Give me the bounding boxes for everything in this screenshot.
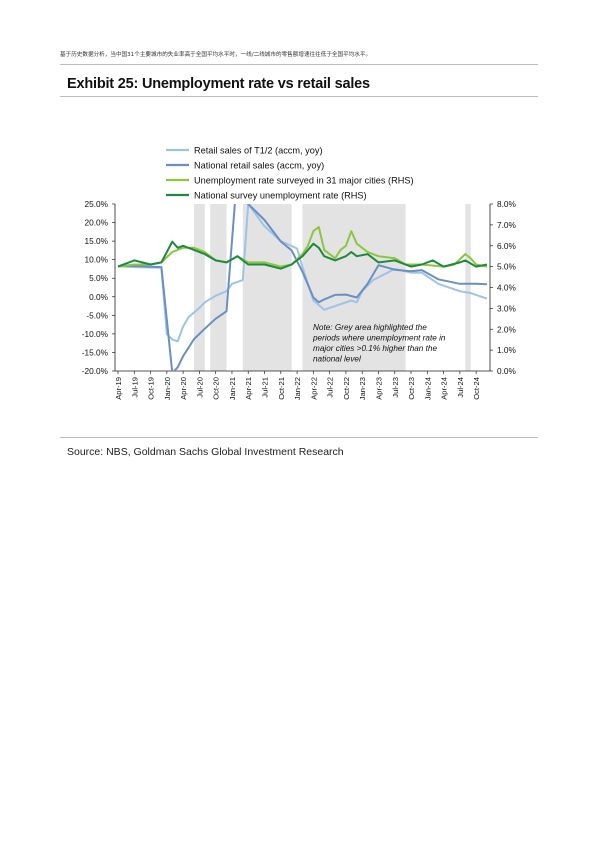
left-tick-label: 20.0% [84,218,108,228]
x-tick-label: Jul-24 [456,377,465,398]
x-tick-label: Oct-20 [212,377,221,400]
chart-lines [117,204,488,371]
title-divider [60,96,538,97]
left-tick-label: 10.0% [84,255,108,265]
source-divider [60,437,538,438]
series-line-0 [117,204,488,343]
x-tick-label: Jul-21 [261,377,270,398]
right-tick-label: 3.0% [497,303,517,313]
x-tick-label: Apr-19 [114,377,123,400]
x-tick-label: Jan-23 [358,377,367,400]
x-tick-label: Jul-23 [391,377,400,398]
right-tick-label: 5.0% [497,262,517,272]
right-tick-label: 8.0% [497,199,517,209]
x-tick-label: Apr-23 [374,377,383,400]
x-tick-label: Jul-19 [130,377,139,398]
right-tick-label: 1.0% [497,345,517,355]
left-tick-label: -10.0% [82,329,109,339]
x-tick-label: Oct-19 [147,377,156,400]
exhibit-title: Exhibit 25: Unemployment rate vs retail … [67,76,370,92]
legend-label-3: National survey unemployment rate (RHS) [194,190,367,200]
x-tick-label: Apr-20 [179,377,188,400]
x-tick-label: Jan-20 [163,377,172,400]
right-tick-label: 2.0% [497,324,517,334]
x-tick-label: Jan-24 [423,377,432,400]
x-tick-label: Oct-21 [277,377,286,400]
header-divider [60,64,538,65]
source-text: Source: NBS, Goldman Sachs Global Invest… [67,446,344,458]
right-tick-label: 4.0% [497,283,517,293]
left-tick-label: -5.0% [86,310,108,320]
x-tick-label: Apr-24 [440,377,449,400]
right-tick-label: 7.0% [497,220,517,230]
x-tick-label: Jul-22 [326,377,335,398]
left-tick-label: 15.0% [84,236,108,246]
x-tick-label: Oct-24 [472,377,481,400]
shaded-period-1 [210,204,227,371]
chart-note-text: Note: Grey area highlighted the periods w… [312,323,446,364]
shaded-period-0 [193,204,205,371]
series-line-3 [117,240,488,270]
left-tick-label: 25.0% [84,199,108,209]
x-tick-label: Oct-23 [407,377,416,400]
x-tick-label: Jan-22 [293,377,302,400]
legend-label-2: Unemployment rate surveyed in 31 major c… [194,175,414,185]
legend-label-1: National retail sales (accm, yoy) [194,160,324,170]
x-tick-label: Jul-20 [195,377,204,398]
x-tick-label: Apr-21 [244,377,253,400]
shaded-period-2 [242,204,292,371]
chart-note: Note: Grey area highlighted the periods w… [312,323,446,364]
shaded-period-4 [465,204,471,371]
chart-legend: Retail sales of T1/2 (accm, yoy) National… [166,145,414,200]
x-tick-label: Apr-22 [309,377,318,400]
left-tick-label: 0.0% [89,292,109,302]
legend-label-0: Retail sales of T1/2 (accm, yoy) [194,145,323,155]
right-tick-label: 6.0% [497,241,517,251]
x-tick-label: Jan-21 [228,377,237,400]
page-header-note: 基于历史数据分析，当中国31个主要城市的失业率高于全国平均水平时，一线/二线城市… [60,52,372,58]
shaded-periods [193,204,471,371]
left-tick-label: 5.0% [89,273,109,283]
left-tick-label: -20.0% [82,366,109,376]
x-tick-label: Oct-22 [342,377,351,400]
chart-axes: 25.0% 20.0% 15.0% 10.0% 5.0% 0.0% -5.0% -10.0% -… [82,199,517,400]
right-tick-label: 0.0% [497,366,517,376]
series-line-2 [117,226,488,268]
left-tick-label: -15.0% [82,347,109,357]
